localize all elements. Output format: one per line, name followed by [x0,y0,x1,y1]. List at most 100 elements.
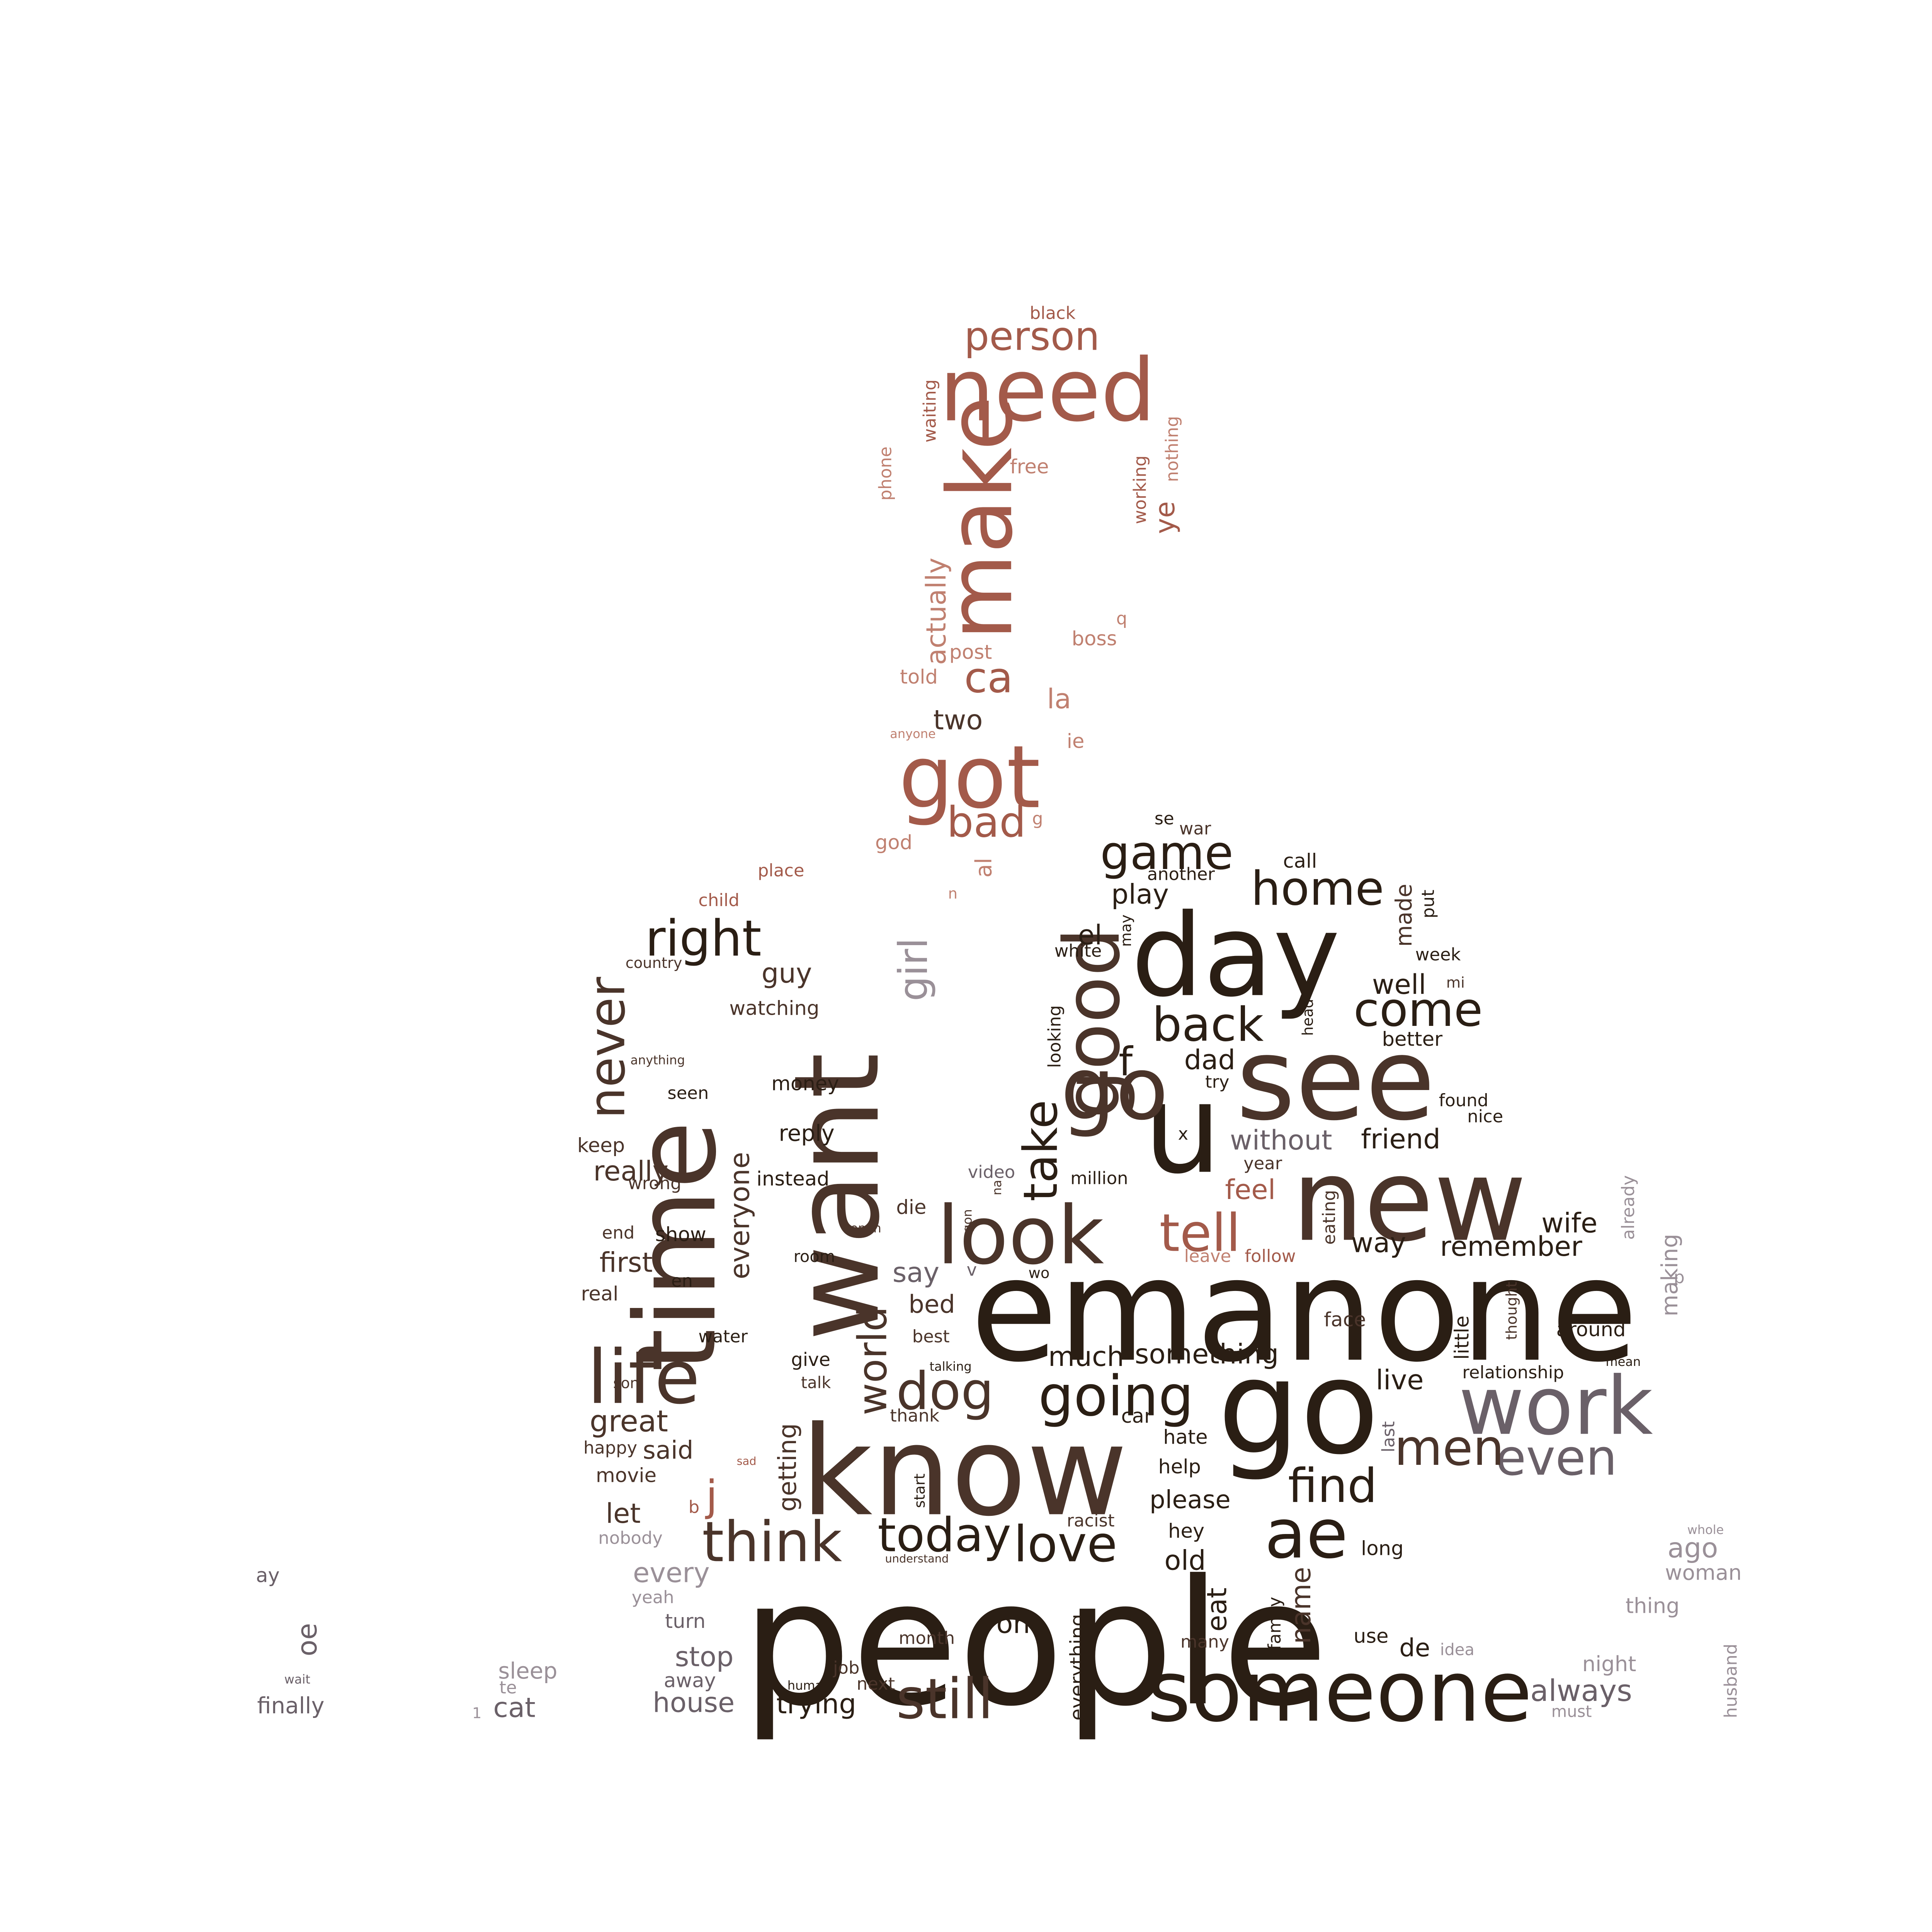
word-long-124: long [1361,1537,1403,1560]
word-find-33: find [1288,1458,1377,1513]
word-whole-123: whole [1687,1522,1724,1537]
word-woman-121: woman [1665,1560,1742,1585]
word-job-104: job [833,1657,859,1678]
word-family-110: family [1264,1597,1285,1650]
word-better-189: better [1382,1027,1443,1051]
word-wrong-75: wrong [628,1173,681,1193]
word-great-86: great [590,1404,668,1439]
word-post-45: post [949,641,992,664]
word-please-129: please [1150,1486,1231,1514]
word-open-143: open [850,1221,881,1235]
word-thought-167: thought [1503,1282,1520,1340]
word-girl-38: girl [891,938,937,1001]
word-idea-115: idea [1440,1640,1475,1659]
word-someone-11: someone [1147,1643,1532,1741]
word-oe-193: oe [291,1623,323,1656]
word-away-100: away [664,1669,716,1692]
word-many-112: many [1180,1631,1229,1652]
word-b-93: b [689,1497,699,1517]
word-head-188: head [1299,999,1316,1036]
word-something-138: something [1135,1338,1279,1370]
word-te-197: te [499,1677,517,1698]
word-want-4: want [769,1053,905,1341]
word-watching-66: watching [729,997,819,1020]
word-ye-49: ye [1149,501,1181,534]
word-f-149: f [1119,1039,1133,1085]
word-start-133: start [911,1473,929,1508]
word-happy-88: happy [583,1437,637,1458]
word-work-15: work [1459,1360,1653,1453]
word-die-144: die [896,1196,926,1219]
word-tell-34: tell [1160,1202,1241,1263]
word-free-48: free [1010,455,1049,478]
word-looking-174: looking [1044,1005,1065,1068]
word-p-165: p [1673,1267,1684,1287]
word-must-117: must [1551,1702,1592,1721]
word-getting-87: getting [774,1423,802,1512]
word-friend-155: friend [1361,1123,1440,1155]
word-nothing-50: nothing [1162,416,1182,482]
word-dad-150: dad [1184,1044,1236,1076]
word-well-186: well [1372,969,1426,1000]
word-everyone-73: everyone [724,1152,756,1279]
word-wo-142: wo [1029,1265,1050,1282]
word-room-79: room [794,1247,835,1266]
word-leave-158: leave [1184,1246,1231,1266]
word-place-62: place [758,860,804,881]
word-na-146: na [990,1180,1004,1196]
word-old-126: old [1164,1545,1206,1577]
word-racist-127: racist [1067,1510,1115,1531]
word-1-198: 1 [472,1705,481,1722]
word-dog-36: dog [896,1361,994,1422]
word-eating-157: eating [1319,1190,1339,1245]
word-g-60: g [1032,808,1043,829]
word-remember-161: remember [1440,1231,1582,1262]
word-live-172: live [1376,1364,1424,1396]
word-house-101: house [653,1687,735,1719]
word-first-78: first [600,1247,653,1279]
word-world-37: world [850,1306,896,1415]
word-relationship-171: relationship [1462,1362,1564,1383]
word-nice-191: nice [1467,1106,1503,1127]
word-two-43: two [933,704,983,736]
word-next-103: next [857,1673,895,1694]
word-way-160: way [1351,1227,1406,1259]
word-know-2: know [801,1400,1128,1544]
word-x-152: x [1178,1124,1189,1144]
word-year-154: year [1243,1153,1282,1173]
word-much-137: much [1048,1341,1124,1372]
word-night-118: night [1582,1652,1636,1676]
word-husband-120: husband [1721,1644,1741,1718]
word-instead-74: instead [757,1167,830,1190]
word-right-25: right [645,910,762,968]
word-home-29: home [1251,861,1384,916]
word-today-24: today [878,1508,1011,1563]
word-thing-119: thing [1626,1594,1680,1618]
word-already-163: already [1618,1175,1638,1240]
word-keep-70: keep [577,1134,625,1157]
word-real-81: real [581,1282,619,1305]
word-look-16: look [937,1189,1104,1282]
word-anyone-55: anyone [890,726,935,741]
word-de-114: de [1399,1634,1430,1663]
word-need-12: need [939,340,1156,441]
word-see-7: see [1236,1014,1435,1146]
word-take-35: take [1013,1100,1068,1201]
word-time-3: time [611,1121,741,1372]
word-said-89: said [643,1436,694,1465]
word-car-132: car [1121,1405,1153,1428]
word-turn-98: turn [665,1610,706,1633]
word-gon-145: gon [960,1209,975,1232]
word-wife-162: wife [1541,1207,1597,1239]
word-new-6: new [1292,1135,1527,1267]
word-waiting-52: waiting [920,379,940,442]
word-made-183: made [1391,884,1417,947]
word-good-17: good [1048,928,1137,1119]
word-told-46: told [900,665,938,689]
word-thank-134: thank [890,1405,939,1426]
word-still-21: still [896,1667,993,1731]
word-think-20: think [702,1509,842,1574]
word-got-14: got [899,727,1041,828]
word-q-57: q [1116,608,1127,629]
